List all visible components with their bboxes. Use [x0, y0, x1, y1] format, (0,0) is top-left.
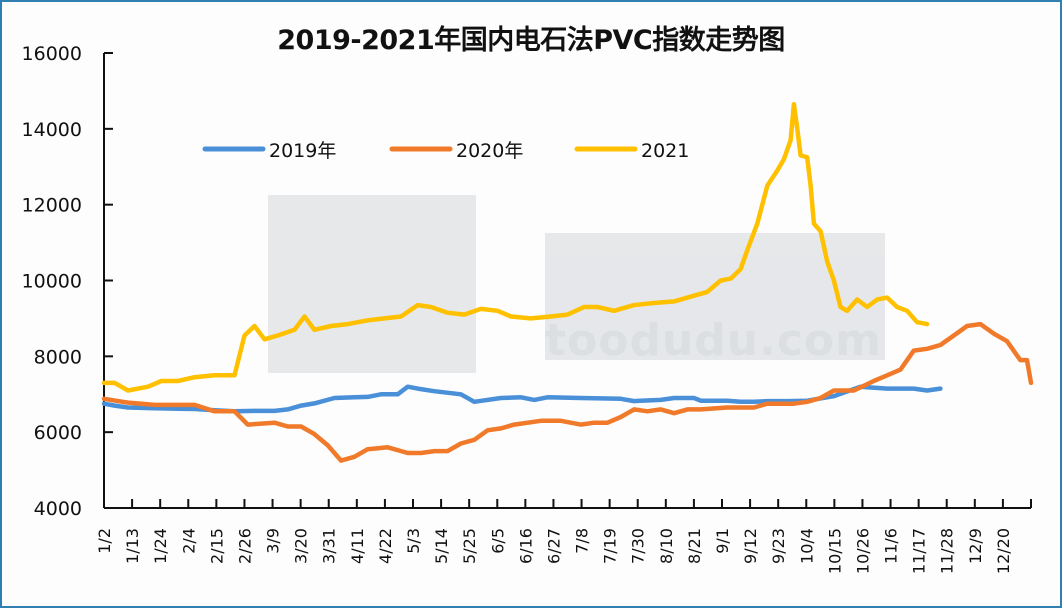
series-line-2020年	[101, 321, 1034, 463]
x-tick-label: 7/30	[629, 528, 648, 564]
x-tick-label: 8/10	[657, 528, 676, 564]
x-tick-label: 10/4	[797, 528, 816, 564]
x-tick-label: 3/20	[292, 528, 311, 564]
y-tick-label: 8000	[34, 346, 82, 368]
x-tick-label: 8/21	[685, 528, 704, 564]
x-tick-label: 1/2	[95, 528, 114, 554]
x-tick-label: 12/20	[994, 528, 1013, 574]
x-tick-label: 5/3	[404, 528, 423, 554]
x-tick-label: 11/6	[882, 528, 901, 564]
x-tick-label: 7/19	[601, 528, 620, 564]
chart-title: 2019-2021年国内电石法PVC指数走势图	[277, 25, 785, 56]
x-tick-label: 11/17	[910, 528, 929, 574]
legend-label: 2019年	[269, 140, 336, 162]
axes: 4000 6000 8000 10000 12000 14000 16000 1/2 1/13 1…	[22, 43, 1032, 574]
y-tick-label: 10000	[22, 271, 82, 293]
x-tick-label: 10/15	[825, 528, 844, 574]
x-tick-label: 9/23	[769, 528, 788, 564]
y-tick-label: 12000	[22, 195, 82, 217]
x-tick-label: 2/15	[207, 528, 226, 564]
x-tick-label: 6/27	[544, 528, 563, 564]
y-tick-label: 16000	[22, 43, 82, 65]
series-line-2021	[101, 101, 930, 393]
x-tick-label: 3/31	[320, 528, 339, 564]
y-tick-label: 4000	[34, 498, 82, 520]
legend: 2019年 2020年 2021	[202, 140, 689, 162]
x-tick-label: 5/14	[432, 528, 451, 564]
watermark-text: toodudu.com	[545, 315, 882, 366]
legend-label: 2020年	[456, 140, 523, 162]
x-tick-label: 4/11	[348, 528, 367, 564]
x-tick-label: 6/5	[488, 528, 507, 554]
x-tick-label: 9/1	[713, 528, 732, 554]
watermark: toodudu.com	[268, 195, 885, 373]
x-tick-label: 7/8	[573, 528, 592, 554]
x-tick-label: 2/4	[179, 528, 198, 554]
x-tick-label: 1/13	[123, 528, 142, 564]
series-line-2019年	[101, 384, 943, 414]
x-tick-label: 2/26	[235, 528, 254, 564]
x-tick-label: 9/12	[741, 528, 760, 564]
x-tick-label: 3/9	[264, 528, 283, 554]
x-tick-label: 5/25	[460, 528, 479, 564]
x-tick-label: 12/9	[966, 528, 985, 564]
y-tick-label: 6000	[34, 422, 82, 444]
x-tick-label: 4/22	[376, 528, 395, 564]
x-tick-label: 10/26	[853, 528, 872, 574]
series-lines	[101, 101, 1034, 463]
y-tick-label: 14000	[22, 119, 82, 141]
legend-label: 2021	[641, 140, 689, 162]
x-tick-label: 11/28	[938, 528, 957, 574]
x-tick-label: 1/24	[151, 528, 170, 564]
x-tick-label: 6/16	[516, 528, 535, 564]
